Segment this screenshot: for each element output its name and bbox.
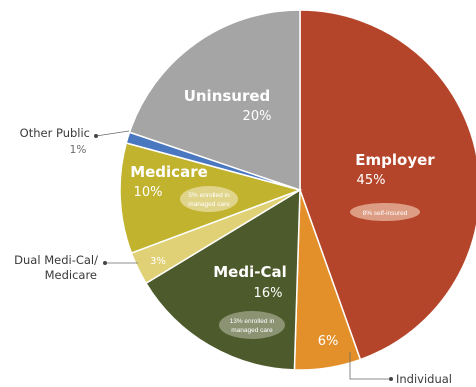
callout-other-public-dot — [94, 134, 98, 138]
employer-note-bubble — [350, 203, 420, 221]
label-employer-pct: 45% — [357, 173, 386, 188]
pie-slices — [119, 9, 476, 371]
callout-dual-line2: Medicare — [45, 268, 97, 282]
callout-other-public-name: Other Public — [20, 126, 90, 140]
label-individual-pct: 6% — [318, 334, 339, 349]
callout-dual-line1: Dual Medi-Cal/ — [14, 253, 98, 267]
medical-note-line1: 13% enrolled in — [230, 318, 275, 325]
callout-dual-dot — [103, 261, 107, 265]
label-medicare-pct: 10% — [134, 185, 163, 200]
pie-slice-employer — [299, 9, 476, 361]
label-employer-name: Employer — [355, 151, 435, 169]
medical-note-bubble — [219, 311, 285, 339]
medicare-note-line2: managed care — [188, 201, 230, 208]
medicare-note-line1: 5% enrolled in — [188, 192, 230, 199]
pie-slice-uninsured — [128, 9, 301, 192]
medical-note-line2: managed care — [231, 327, 273, 334]
label-medicare-name: Medicare — [130, 163, 208, 181]
label-uninsured-name: Uninsured — [184, 87, 271, 105]
callout-individual-name: Individual — [396, 372, 452, 386]
label-uninsured-pct: 20% — [243, 109, 272, 124]
medicare-note-bubble — [180, 186, 238, 212]
label-dual-pct: 3% — [150, 256, 166, 267]
callout-individual-line — [349, 352, 391, 380]
callout-individual-dot — [389, 377, 393, 381]
employer-note-text: 8% self-insured — [363, 210, 408, 217]
callout-other-public-pct: 1% — [70, 144, 87, 156]
label-medical-name: Medi-Cal — [213, 263, 286, 281]
callout-other-public-line — [95, 130, 130, 137]
label-medical-pct: 16% — [254, 286, 283, 301]
